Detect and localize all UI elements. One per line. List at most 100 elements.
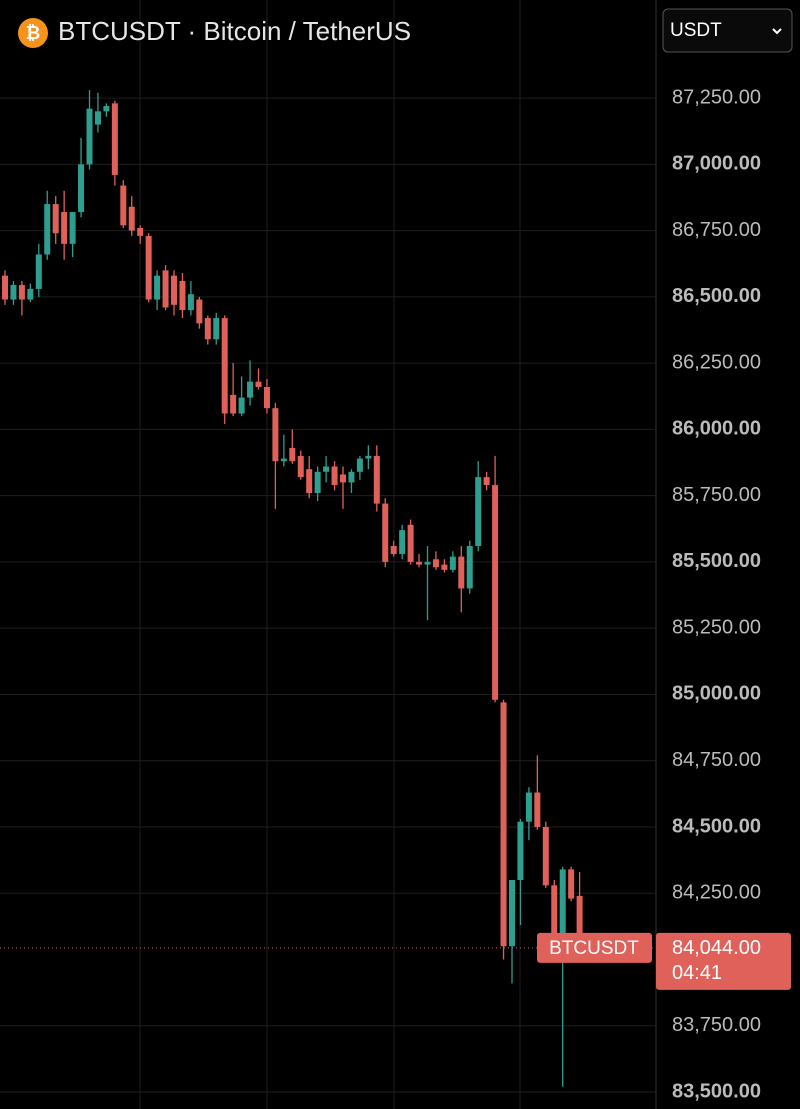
y-tick-label: 86,250.00 [672,351,761,373]
candle-body [458,556,465,589]
coin-symbol: ₿ [26,23,41,43]
candle-body [196,299,203,324]
candle-body [373,455,380,504]
candle-body [145,235,152,300]
candle-body [61,212,68,244]
price-tag: BTCUSDT [549,938,639,959]
candle-body [534,792,541,827]
candle-body [568,869,575,899]
candle-body [407,524,414,562]
candle-body [94,111,101,125]
y-tick-label: 85,000.00 [672,683,761,705]
candle-body [187,294,194,311]
candle-body [542,826,549,886]
candle-body [230,394,237,414]
candle-body [44,204,51,255]
countdown: 04:41 [672,962,722,984]
candle-body [449,556,456,570]
candle-body [492,485,499,700]
candle-body [399,530,406,554]
y-tick-label: 86,000.00 [672,418,761,440]
y-tick-label: 85,500.00 [672,550,761,572]
candle-body [340,474,346,483]
candle-body [204,318,211,340]
candle-body [390,546,397,554]
grid [0,97,656,1093]
candle-body [162,270,169,308]
price-tag-box [537,932,652,963]
header: ₿ BTCUSDT · Bitcoin / TetherUS USDT [18,8,793,53]
candle-body [424,561,431,565]
candle-body [69,212,76,244]
candle-body [27,288,34,300]
candle-body [78,164,85,213]
candle-body [213,318,220,340]
candle-body [416,561,423,565]
candle-body [483,477,490,486]
y-tick-label: 87,000.00 [672,153,761,175]
candle-body [171,275,177,305]
y-tick-label: 86,750.00 [672,219,761,241]
last-price-box [656,932,791,990]
y-tick-label: 85,750.00 [672,484,761,506]
candle-body [432,559,439,568]
y-tick-label: 84,500.00 [672,815,761,837]
candle-body [559,869,566,949]
candle-body [111,103,118,175]
coin-icon [18,18,48,48]
dropdown-arrow [772,28,782,35]
candle-body [525,792,532,822]
candle-body [120,185,127,226]
candle-body [348,471,355,483]
candle-body [137,227,144,236]
currency-select[interactable] [662,8,793,53]
candle-body [323,466,330,472]
candle-body [103,106,110,112]
candle-body [551,885,558,949]
y-tick-label: 83,500.00 [672,1080,761,1102]
candle-body [2,275,8,300]
y-tick-label: 86,500.00 [672,285,761,307]
candle-body [35,254,42,289]
candle-body [154,275,161,300]
candle-body [441,564,448,570]
candle-body [365,455,372,459]
candle-body [238,397,245,414]
candle-body [128,206,135,231]
y-tick-label: 84,750.00 [672,749,761,771]
candle-body [10,284,17,300]
overlay: BTCUSDT 84,044.00 04:41 [0,932,791,990]
candle-body [255,381,262,387]
candle-body [263,386,270,409]
candle-body [517,821,524,880]
y-tick-label: 85,250.00 [672,616,761,638]
candle-body [52,204,59,234]
candle-body [331,466,338,486]
candle-body [289,447,296,462]
candle-body [382,503,389,562]
y-tick-label: 84,250.00 [672,882,761,904]
candle-body [509,879,515,947]
candle-body [247,381,254,398]
y-tick-label: 87,250.00 [672,86,761,108]
candle-body [475,477,482,547]
price-axis: 87,250.00 87,000.00 86,750.00 86,500.00 86,2… [672,86,761,1102]
candle-body [576,895,583,948]
currency-label: USDT [670,20,722,41]
candle-body [221,318,228,414]
candles [2,90,583,1087]
candle-body [297,455,304,478]
candle-body [356,458,363,472]
last-price-label: 84,044.00 [672,937,761,959]
candle-body [86,108,93,165]
candle-body [272,408,279,462]
candle-body [179,280,186,311]
candle-body [500,702,507,947]
y-tick-label: 83,750.00 [672,1014,761,1036]
candle-body [306,469,313,494]
candle-body [18,284,25,300]
chart-title: BTCUSDT · Bitcoin / TetherUS [58,16,411,46]
